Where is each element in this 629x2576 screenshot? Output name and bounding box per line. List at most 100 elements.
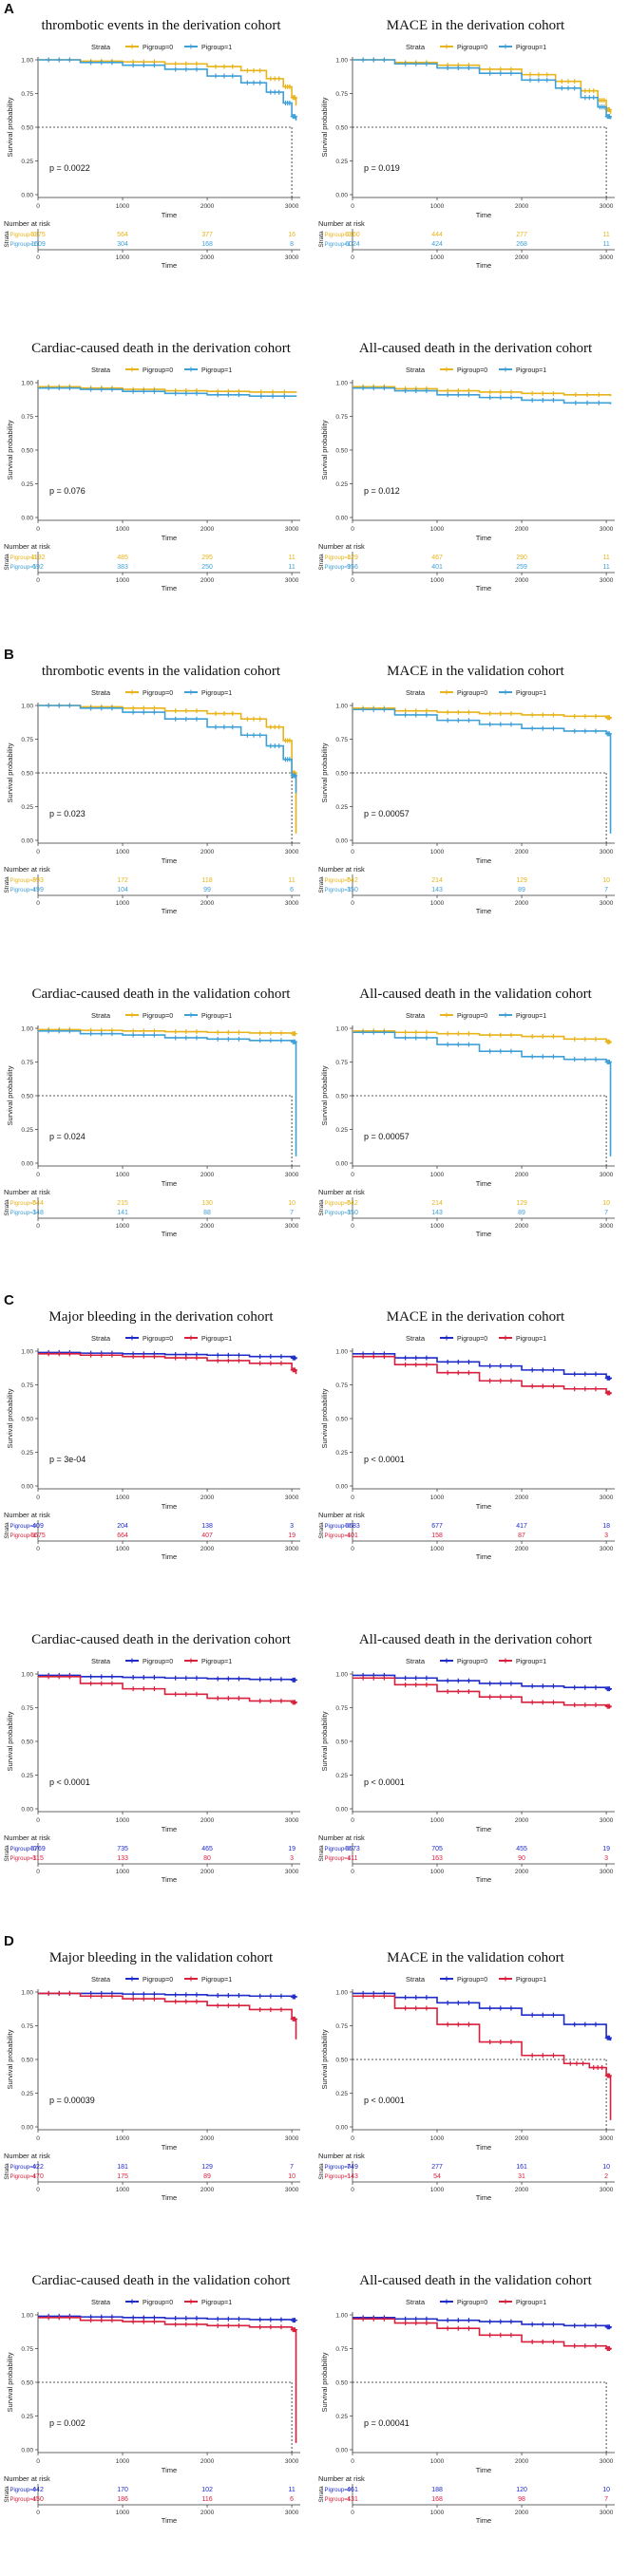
- censor-mark: [455, 2000, 461, 2005]
- censor-mark: [141, 1354, 146, 1360]
- risk-count: 18: [602, 1523, 610, 1530]
- censor-mark: [540, 1367, 545, 1373]
- censor-mark: [46, 57, 51, 63]
- legend-title: Strata: [406, 43, 426, 51]
- km-panel: Major bleeding in the validation cohort S…: [4, 1950, 300, 2202]
- censor-mark: [508, 2332, 514, 2338]
- censor-mark: [381, 1675, 387, 1681]
- censor-mark: [455, 2318, 461, 2323]
- censor-mark: [498, 711, 504, 717]
- censor-mark: [194, 61, 200, 66]
- censor-mark: [487, 1378, 493, 1383]
- censor-mark: [270, 393, 276, 399]
- censor-mark: [173, 61, 179, 66]
- censor-mark: [487, 2040, 493, 2045]
- censor-mark: [99, 60, 105, 66]
- p-value: p < 0.0001: [49, 1777, 90, 1787]
- censor-mark: [582, 1702, 588, 1708]
- section-label: B: [4, 647, 14, 663]
- censor-mark: [130, 1354, 136, 1360]
- censor-mark: [455, 1688, 461, 1694]
- censor-mark: [582, 2021, 588, 2027]
- censor-mark: [529, 1034, 535, 1040]
- censor-mark: [257, 1361, 263, 1366]
- censor-mark: [88, 1352, 94, 1358]
- censor-mark: [194, 1355, 200, 1361]
- censor-mark: [257, 1354, 263, 1360]
- risk-table-title: Number at risk: [318, 1511, 365, 1519]
- censor-mark: [582, 2343, 588, 2349]
- y-tick-label: 1.00: [335, 1349, 348, 1356]
- censor-mark: [257, 716, 263, 722]
- censor-mark: [173, 1999, 179, 2004]
- censor-mark: [230, 73, 236, 79]
- censor-mark: [360, 385, 366, 391]
- x-axis-label: Time: [162, 1825, 177, 1833]
- legend-title: Strata: [406, 1657, 426, 1665]
- censor-mark: [466, 718, 471, 724]
- censor-mark: [236, 1029, 241, 1035]
- legend-title: Strata: [91, 688, 111, 697]
- censor-mark: [413, 61, 419, 66]
- risk-x-tick-label: 1000: [430, 577, 445, 584]
- risk-count: 2: [604, 2173, 608, 2180]
- risk-strata-label: Strata: [4, 876, 10, 893]
- censor-mark: [268, 1993, 274, 1999]
- risk-x-tick-label: 1000: [430, 2510, 445, 2516]
- legend: Strata Pigroup=0 Pigroup=1: [91, 688, 232, 697]
- risk-x-tick-label: 1000: [430, 2187, 445, 2193]
- risk-count: 542: [347, 1200, 358, 1207]
- censor-mark: [230, 64, 236, 69]
- risk-count: 677: [431, 1523, 443, 1530]
- censor-mark: [403, 1355, 409, 1361]
- censor-mark: [593, 2322, 599, 2328]
- risk-count: 129: [516, 877, 527, 884]
- risk-group-label: Pigroup=1: [10, 2174, 36, 2180]
- risk-x-axis-label: Time: [476, 261, 491, 270]
- censor-mark: [413, 1035, 419, 1041]
- censor-mark: [183, 1675, 189, 1681]
- risk-x-tick-label: 0: [36, 2187, 40, 2193]
- y-tick-label: 1.00: [21, 1990, 33, 1997]
- risk-x-tick-label: 3000: [600, 1223, 614, 1230]
- censor-mark: [130, 1991, 136, 1997]
- risk-count: 409: [32, 1523, 44, 1530]
- y-axis-label: Survival probability: [320, 420, 329, 479]
- y-tick-label: 0.50: [335, 1094, 348, 1100]
- x-tick-label: 3000: [600, 1817, 614, 1824]
- censor-mark: [360, 706, 366, 712]
- legend-marker: [188, 1335, 194, 1341]
- risk-x-tick-label: 2000: [200, 254, 215, 261]
- censor-mark: [413, 708, 419, 714]
- y-tick-label: 0.25: [21, 159, 33, 165]
- km-panel: Cardiac-caused death in the derivation c…: [4, 341, 300, 592]
- censor-mark: [606, 1039, 612, 1044]
- legend-entry: Pigroup=0: [143, 2300, 173, 2306]
- legend-marker: [188, 2299, 194, 2304]
- censor-mark: [292, 1355, 297, 1361]
- risk-count: 442: [32, 2487, 44, 2493]
- censor-mark: [109, 386, 115, 392]
- risk-count: 295: [201, 555, 213, 561]
- km-panel: All-caused death in the derivation cohor…: [318, 1632, 615, 1884]
- censor-mark: [194, 1675, 200, 1681]
- x-tick-label: 3000: [285, 1495, 299, 1501]
- censor-mark: [529, 1054, 535, 1060]
- censor-mark: [183, 1992, 189, 1998]
- censor-mark: [292, 1367, 297, 1373]
- censor-mark: [173, 1035, 179, 1041]
- y-tick-label: 0.50: [335, 771, 348, 778]
- legend-marker: [503, 367, 508, 372]
- risk-x-axis-label: Time: [476, 1552, 491, 1561]
- panel-title: MACE in the validation cohort: [387, 1950, 564, 1965]
- censor-mark: [151, 709, 157, 715]
- risk-x-tick-label: 0: [351, 1546, 354, 1552]
- p-value: p = 0.002: [49, 2418, 86, 2428]
- legend-entry: Pigroup=1: [201, 367, 232, 374]
- censor-mark: [445, 2000, 450, 2005]
- panel-title: thrombotic events in the validation coho…: [42, 664, 281, 679]
- legend-title: Strata: [91, 366, 111, 374]
- x-axis-label: Time: [162, 534, 177, 542]
- censor-mark: [268, 89, 274, 95]
